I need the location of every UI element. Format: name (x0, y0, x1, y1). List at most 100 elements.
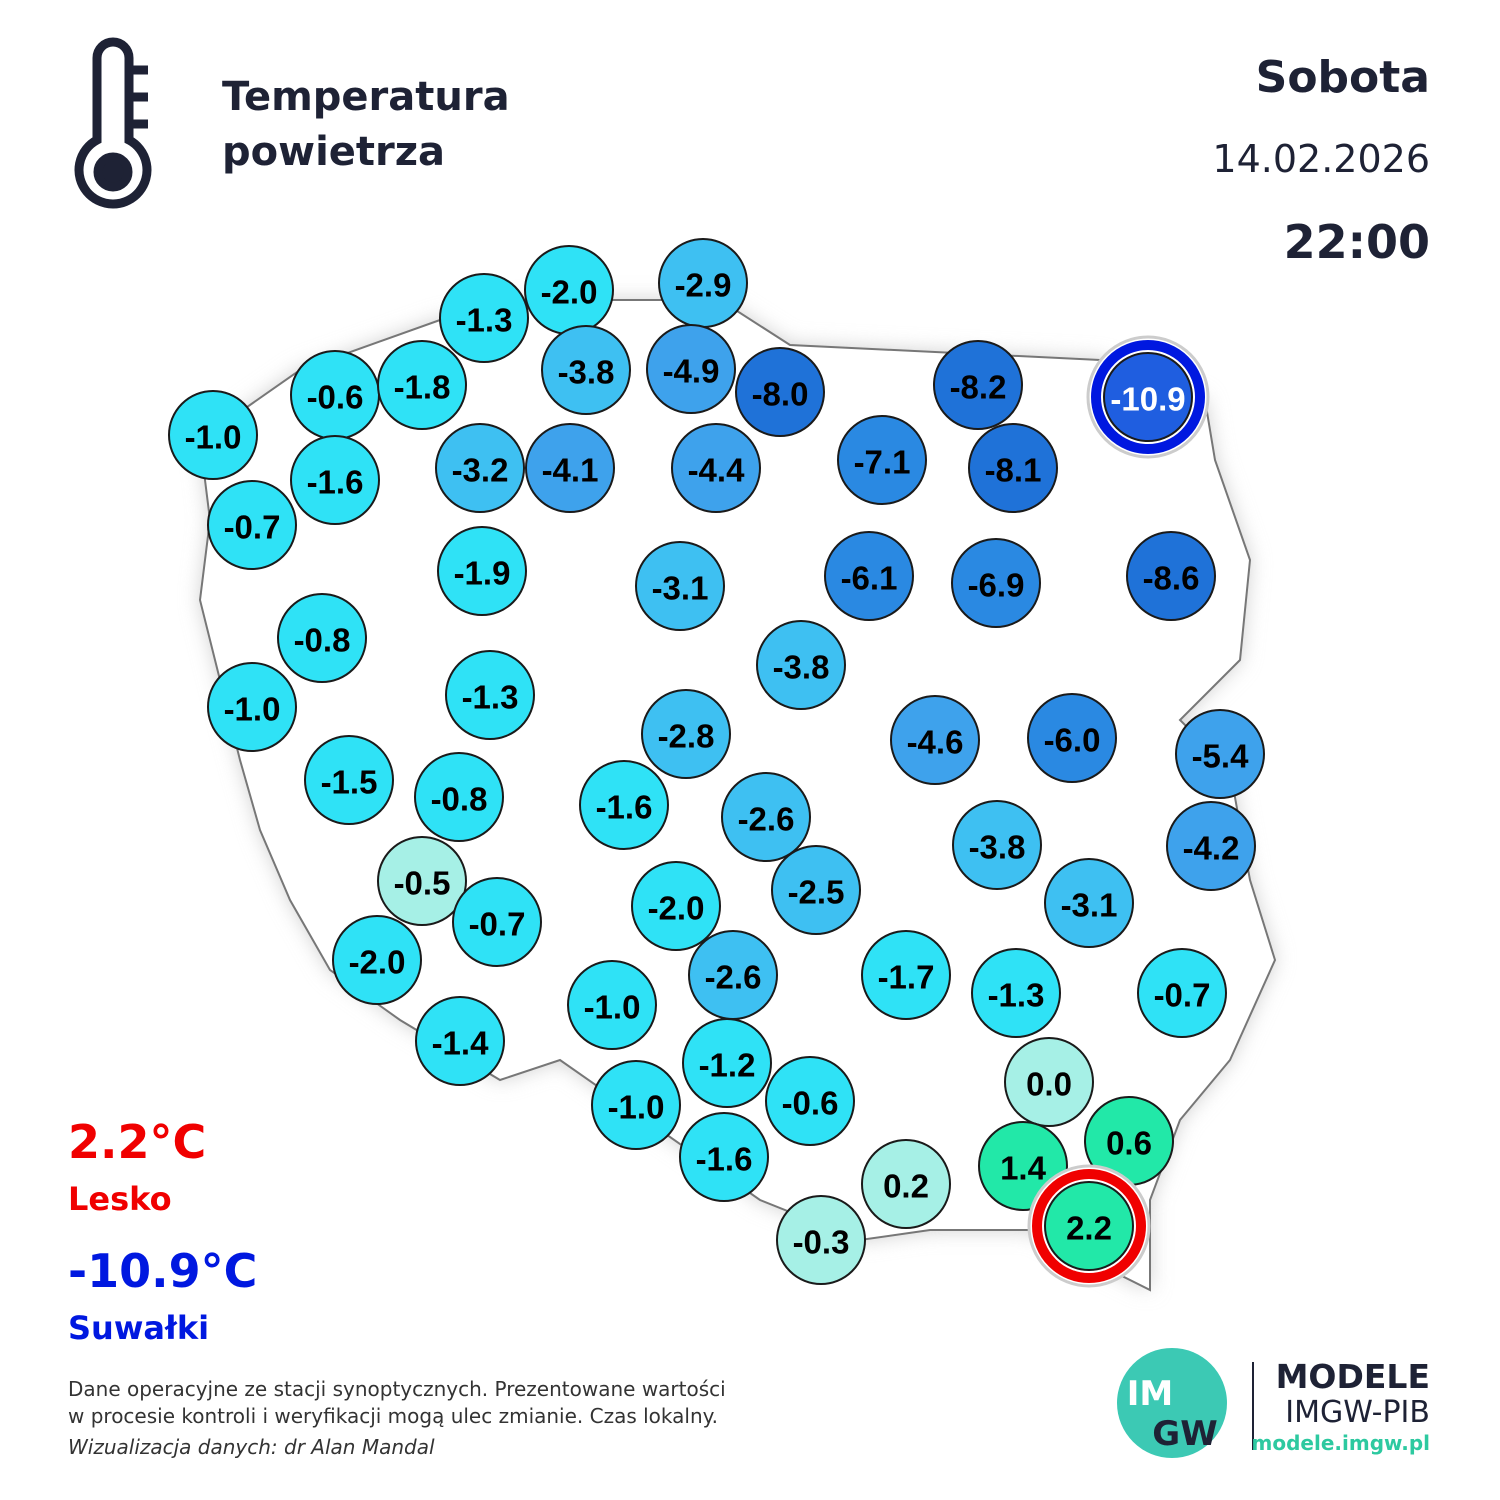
credit: Wizualizacja danych: dr Alan Mandal (68, 1435, 435, 1459)
station-marker (414, 752, 504, 842)
station-label: -2.5 (788, 874, 845, 911)
station-label: 0.2 (883, 1168, 929, 1205)
station-label: -6.0 (1044, 722, 1101, 759)
station-label: -2.6 (738, 801, 795, 838)
station-label: -1.7 (878, 959, 935, 996)
station-marker (445, 650, 535, 740)
station-label: -8.6 (1143, 560, 1200, 597)
station-label: -6.9 (968, 567, 1025, 604)
station-marker (1103, 352, 1193, 442)
station-label: -4.1 (542, 452, 599, 489)
station-label: -1.0 (185, 419, 242, 456)
station-label: -4.4 (688, 452, 746, 489)
station-marker (277, 593, 367, 683)
station-marker (567, 960, 657, 1050)
station-label: -7.1 (854, 444, 911, 481)
station-marker (207, 480, 297, 570)
stations: -1.0-0.6 -1.8-1.3-2.0 -2.9-3.8 -4.9-8.0 -8.2… (168, 238, 1265, 1288)
station-marker (631, 861, 721, 951)
min-station: Suwałki (68, 1309, 209, 1347)
title: Temperatura (222, 74, 510, 120)
org: IMGW-PIB (1285, 1395, 1430, 1430)
station-label: -1.0 (584, 989, 641, 1026)
station-marker (1004, 1037, 1094, 1127)
station-label: -3.1 (652, 570, 709, 607)
station-label: -4.6 (907, 724, 964, 761)
station-label: -2.6 (705, 959, 762, 996)
station-marker (452, 877, 542, 967)
station-marker (721, 772, 811, 862)
station-label: -1.3 (456, 302, 513, 339)
station-marker (679, 1112, 769, 1202)
station-label: -2.0 (349, 944, 406, 981)
station-label: -1.3 (988, 977, 1045, 1014)
time: 22:00 (1284, 215, 1430, 269)
station-marker (933, 340, 1023, 430)
station-marker (332, 915, 422, 1005)
day: Sobota (1256, 52, 1430, 103)
station-label: -3.8 (773, 649, 830, 686)
station-marker (377, 836, 467, 926)
station-marker (1044, 1181, 1134, 1271)
station-label: -4.9 (663, 353, 720, 390)
station-marker (525, 423, 615, 513)
extreme-ring (1032, 1169, 1146, 1283)
station-label: -3.2 (452, 452, 509, 489)
station-label: 1.4 (1000, 1150, 1047, 1187)
station-label: -1.5 (321, 764, 378, 801)
station-marker (168, 390, 258, 480)
station-marker (735, 347, 825, 437)
station-marker (437, 526, 527, 616)
station-marker (890, 695, 980, 785)
station-label: -8.1 (985, 452, 1042, 489)
station-label: -1.8 (394, 369, 451, 406)
station-label: -1.6 (696, 1141, 753, 1178)
min-value: -10.9°C (68, 1244, 257, 1298)
station-marker (682, 1018, 772, 1108)
station-marker (1175, 709, 1265, 799)
station-marker (579, 760, 669, 850)
station-marker (1044, 858, 1134, 948)
station-marker (635, 541, 725, 631)
station-marker (971, 948, 1061, 1038)
station-marker (207, 662, 297, 752)
station-label: -3.8 (558, 354, 615, 391)
station-label: -0.6 (307, 379, 364, 416)
station-label: -1.2 (699, 1047, 756, 1084)
station-marker (1027, 693, 1117, 783)
station-label: -1.6 (596, 789, 653, 826)
station-marker (641, 689, 731, 779)
station-marker (1126, 531, 1216, 621)
station-marker (646, 324, 736, 414)
station-marker (771, 845, 861, 935)
station-label: 0.6 (1106, 1125, 1152, 1162)
logo-text: IM (1127, 1374, 1173, 1414)
station-label: -2.8 (658, 718, 715, 755)
station-marker (415, 996, 505, 1086)
url: modele.imgw.pl (1252, 1431, 1430, 1455)
station-label: -4.2 (1183, 830, 1240, 867)
station-label: -3.1 (1061, 887, 1118, 924)
station-marker (765, 1056, 855, 1146)
station-label: -1.9 (454, 555, 511, 592)
station-marker (968, 423, 1058, 513)
station-label: -0.7 (469, 906, 526, 943)
station-label: 2.2 (1066, 1210, 1112, 1247)
station-marker (951, 538, 1041, 628)
station-label: -5.4 (1192, 738, 1250, 775)
station-marker (776, 1195, 866, 1285)
station-marker (591, 1060, 681, 1150)
station-marker (952, 800, 1042, 890)
station-marker (824, 531, 914, 621)
station-marker (861, 1139, 951, 1229)
station-label: -1.0 (224, 691, 281, 728)
max-value: 2.2°C (68, 1115, 206, 1169)
logo-text: GW (1152, 1414, 1217, 1454)
station-label: -0.7 (224, 509, 281, 546)
station-marker (861, 930, 951, 1020)
station-label: -0.8 (294, 622, 351, 659)
station-marker (541, 325, 631, 415)
station-label: -0.7 (1154, 977, 1211, 1014)
imgw-logo: IM GW (1117, 1348, 1227, 1458)
